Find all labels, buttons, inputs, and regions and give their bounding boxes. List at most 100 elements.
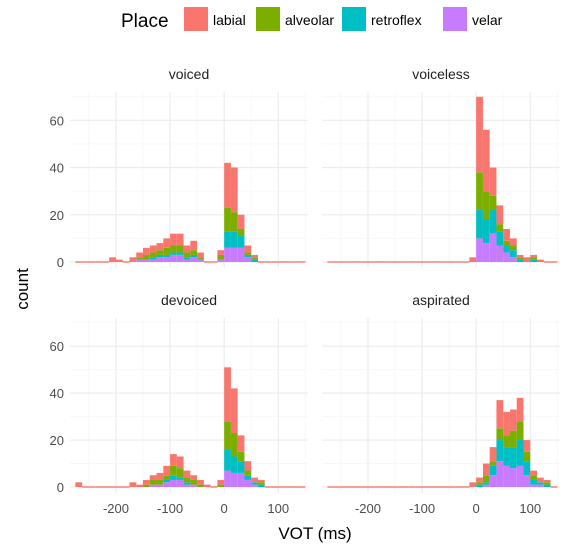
bar-segment-retroflex [509,447,517,469]
legend-swatch-labial [184,7,208,31]
facet-title-devoiced: devoiced [161,292,217,308]
bar-segment-retroflex [170,475,177,480]
bar-segment-labial [482,463,490,476]
legend-swatch-retroflex [342,7,366,31]
bar-segment-labial [237,435,245,452]
bar-segment-retroflex [503,447,510,466]
bar-segment-alveolar [183,252,191,258]
bar-segment-retroflex [496,231,504,246]
bar-segment-velar [503,465,510,487]
bar-segment-retroflex [476,484,483,487]
bar-segment-alveolar [530,475,538,480]
bar-segment-labial [163,238,171,248]
legend-label-alveolar: alveolar [285,12,334,28]
bar-segment-alveolar [190,250,198,255]
bar-segment-retroflex [237,236,245,248]
bars-voiced [75,162,306,263]
bar-segment-labial [129,257,137,262]
bar-segment-velar [476,238,483,262]
bar-segment-alveolar [489,461,497,466]
bar-segment-alveolar [476,482,483,485]
bar-segment-retroflex [230,456,238,473]
bar-segment-retroflex [251,259,258,262]
bar-segment-retroflex [537,482,544,485]
bar-segment-velar [509,468,517,487]
bar-segment-retroflex [543,484,551,487]
bar-segment-labial [476,477,483,483]
bar-segment-alveolar [183,477,191,483]
bar-segment-alveolar [217,254,225,260]
bar-segment-velar [143,259,150,262]
bar-segment-velar [149,259,157,262]
bar-segment-labial [237,214,245,229]
facet-voiceless: voiceless [322,66,560,268]
bar-segment-retroflex [496,440,504,462]
bar-segment-retroflex [244,254,252,258]
bar-segment-labial [496,400,504,429]
bar-segment-retroflex [482,219,490,244]
bar-segment-labial [537,477,544,483]
bar-segment-retroflex [530,479,538,485]
y-tick-label: 20 [50,433,64,448]
legend-swatch-velar [443,7,467,31]
bar-segment-alveolar [143,484,150,487]
bar-segment-labial [537,259,544,262]
bar-segment-alveolar [251,257,258,260]
legend-label-velar: velar [472,12,503,28]
bars-aspirated [327,397,558,488]
legend-entry-retroflex: retroflex [342,7,422,31]
bar-segment-alveolar [530,257,538,260]
gridlines-voiced [70,92,308,268]
bar-segment-alveolar [230,433,238,457]
bar-segment-labial [523,440,531,452]
bar-segment-velar [482,484,490,487]
bar-segment-retroflex [224,449,231,471]
bar-segment-alveolar [176,468,184,478]
bar-segment-retroflex [509,250,517,258]
y-tick-label: 40 [50,386,64,401]
bar-segment-labial [469,482,477,487]
bar-segment-alveolar [244,470,252,476]
bar-segment-retroflex [156,254,164,258]
bar-segment-retroflex [190,254,198,258]
facet-voiced: voiced 0 20 40 60 [50,66,308,270]
bar-segment-alveolar [244,252,252,255]
bar-segment-velar [183,484,191,487]
bar-segment-alveolar [509,245,517,251]
bar-segment-labial [183,245,191,253]
bar-segment-velar [537,484,544,487]
bar-segment-labial [257,479,265,483]
bar-segment-velar [496,245,504,262]
gridlines-devoiced [70,318,308,493]
bar-segment-alveolar [543,482,551,485]
x-tick-label: -200 [103,501,129,516]
bar-segment-labial [503,228,510,241]
bar-segment-alveolar [197,484,204,487]
bar-segment-alveolar [136,257,144,260]
facet-title-voiceless: voiceless [412,66,470,82]
bar-segment-labial [230,167,238,213]
bar-segment-retroflex [516,440,524,466]
bar-segment-alveolar [503,240,510,246]
bar-segment-alveolar [156,250,164,255]
bar-segment-retroflex [230,231,238,248]
bar-segment-labial [170,233,177,246]
x-tick-label: -100 [157,501,183,516]
bar-segment-velar [237,472,245,487]
bar-segment-alveolar [149,252,157,258]
bar-segment-labial [115,259,123,262]
bar-segment-retroflex [170,252,177,255]
bar-segment-labial [109,257,116,262]
bar-segment-velar [176,479,184,487]
bar-segment-alveolar [509,430,517,448]
bar-segment-retroflex [257,484,265,487]
facet-title-aspirated: aspirated [412,292,470,308]
bar-segment-alveolar [149,479,157,485]
bar-segment-labial [251,254,258,258]
bars-voiceless [327,96,558,263]
bar-segment-labial [489,167,497,196]
bar-segment-retroflex [176,477,184,480]
bar-segment-velar [244,479,252,487]
bar-segment-velar [224,470,231,487]
bar-segment-retroflex [489,210,497,234]
